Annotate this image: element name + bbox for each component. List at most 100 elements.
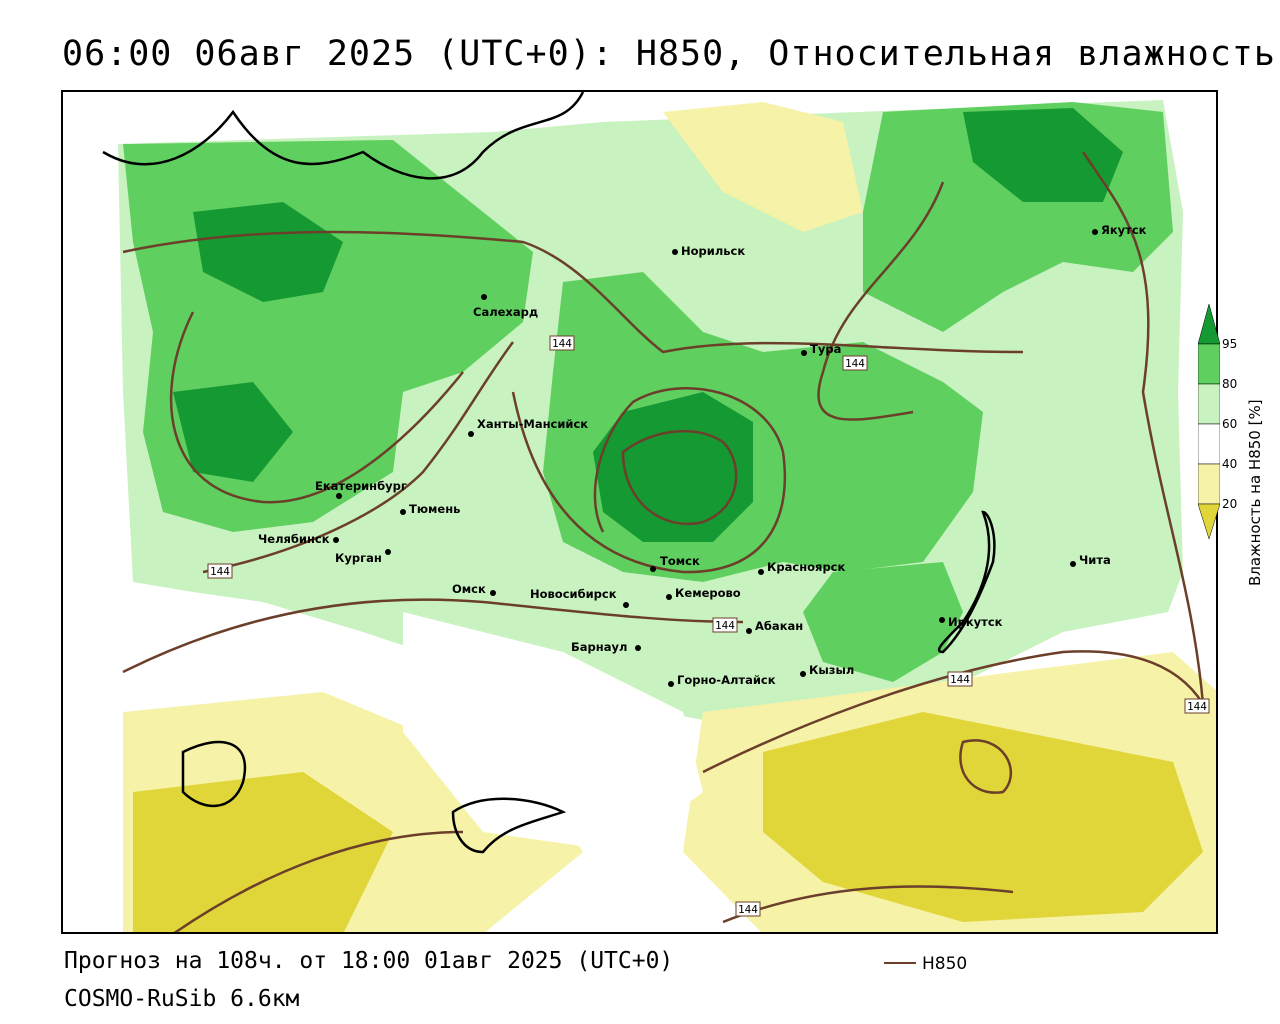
contour-label: 144 [552, 337, 572, 350]
colorbar-title: Влажность на H850 [%] [1246, 399, 1264, 586]
h850-contours [122, 151, 1205, 932]
colorbar-cap-bottom [1198, 503, 1220, 540]
map-title: 06:00 06авг 2025 (UTC+0): H850, Относите… [62, 34, 1276, 74]
city-label-barnaul: Барнаул [571, 640, 627, 654]
city-label-yekaterinburg: Екатеринбург [315, 479, 407, 493]
contour-label-box [712, 617, 738, 633]
city-label-yakutsk: Якутск [1101, 223, 1147, 237]
city-dot [1092, 229, 1098, 235]
contour-label: 144 [950, 673, 970, 686]
contour-label: 144 [210, 565, 230, 578]
contour-line [169, 311, 464, 504]
contour-labels: 144 144 144 144 144 144 144 [207, 335, 1210, 917]
city-label-chelyabinsk: Челябинск [258, 532, 330, 546]
contour-line [702, 650, 1205, 774]
city-dot [490, 590, 496, 596]
city-label-khanty-mansiysk: Ханты-Мансийск [477, 417, 588, 431]
contour-label: 144 [845, 357, 865, 370]
city-dot [668, 681, 674, 687]
very-wet-core-northwest [193, 202, 343, 302]
contour-label-box [735, 901, 761, 917]
contour-label-box [1184, 698, 1210, 714]
contour-label-box [842, 355, 868, 371]
contour-label-box [947, 671, 973, 687]
city-dot [758, 569, 764, 575]
city-label-kemerovo: Кемерово [675, 586, 741, 600]
very-wet-core-east [963, 108, 1123, 202]
colorbar-segment [1198, 343, 1220, 385]
legend-label: H850 [922, 954, 968, 974]
city-dot [939, 617, 945, 623]
colorbar-tick: 60 [1222, 417, 1238, 431]
contour-line [511, 387, 787, 574]
contour-line [173, 830, 464, 932]
forecast-info: Прогноз на 108ч. от 18:00 01авг 2025 (UT… [64, 948, 674, 974]
contour-line [202, 341, 515, 574]
lake-baikal [937, 510, 996, 654]
city-dot [801, 350, 807, 356]
colorbar-tick: 95 [1222, 337, 1238, 351]
humidity-fields [118, 100, 1216, 932]
very-dry-region-south [133, 772, 393, 932]
colorbar-tick: 20 [1222, 497, 1238, 511]
colorbar-segment [1198, 463, 1220, 505]
contour-line [621, 429, 738, 526]
aral-sea [181, 740, 247, 808]
city-dot [1070, 561, 1076, 567]
city-label-chita: Чита [1079, 553, 1111, 567]
contour-label-box [207, 563, 233, 579]
contour-line [122, 230, 1024, 354]
city-dot [385, 549, 391, 555]
lake-balkhash [451, 797, 567, 854]
colorbar [1198, 304, 1220, 540]
contour-line [959, 739, 1013, 794]
very-dry-region-southeast [763, 712, 1203, 922]
city-label-kurgan: Курган [335, 551, 382, 565]
city-dot [672, 249, 678, 255]
contour-label: 144 [1187, 700, 1207, 713]
contour-line [817, 181, 945, 421]
contour-line [722, 885, 1014, 924]
city-dot [333, 537, 339, 543]
colorbar-segment [1198, 423, 1220, 465]
map-canvas: 144 144 144 144 144 144 144 Норильск Яку… [102, 92, 1216, 932]
wet-region-south [803, 562, 963, 682]
city-markers: Норильск Якутск Салехард Тура Ханты-Манс… [258, 223, 1147, 687]
very-wet-core-west [173, 382, 293, 482]
neutral-region [403, 612, 703, 852]
city-label-novosibirsk: Новосибирск [530, 587, 617, 601]
contour-label-box [549, 335, 575, 351]
legend-line-swatch [884, 962, 916, 964]
contour-label: 144 [715, 619, 735, 632]
city-dot [481, 294, 487, 300]
city-label-krasnoyarsk: Красноярск [767, 560, 845, 574]
city-label-kyzyl: Кызыл [809, 663, 854, 677]
city-dot [468, 431, 474, 437]
colorbar-segment [1198, 383, 1220, 425]
city-dot [746, 628, 752, 634]
city-label-tyumen: Тюмень [409, 502, 460, 516]
model-name: COSMO-RuSib 6.6км [64, 986, 300, 1012]
contour-label: 144 [738, 903, 758, 916]
coastline-north [102, 92, 585, 180]
city-dot [800, 671, 806, 677]
contour-line [1081, 151, 1205, 705]
city-label-norilsk: Норильск [681, 244, 745, 258]
city-label-tomsk: Томск [660, 554, 700, 568]
city-dot [635, 645, 641, 651]
city-label-abakan: Абакан [755, 619, 803, 633]
coastlines [102, 92, 996, 854]
dry-region-north [663, 102, 863, 232]
city-dot [400, 509, 406, 515]
city-label-tura: Тура [810, 342, 841, 356]
contour-line [122, 598, 744, 674]
colorbar-cap-top [1198, 304, 1220, 345]
city-dot [336, 493, 342, 499]
city-label-salekhard: Салехард [473, 305, 538, 319]
colorbar-tick: 80 [1222, 377, 1238, 391]
city-label-omsk: Омск [452, 582, 486, 596]
city-label-irkutsk: Иркутск [948, 615, 1003, 629]
city-dot [650, 566, 656, 572]
colorbar-tick: 40 [1222, 457, 1238, 471]
city-label-gorno-altaysk: Горно-Алтайск [677, 673, 776, 687]
